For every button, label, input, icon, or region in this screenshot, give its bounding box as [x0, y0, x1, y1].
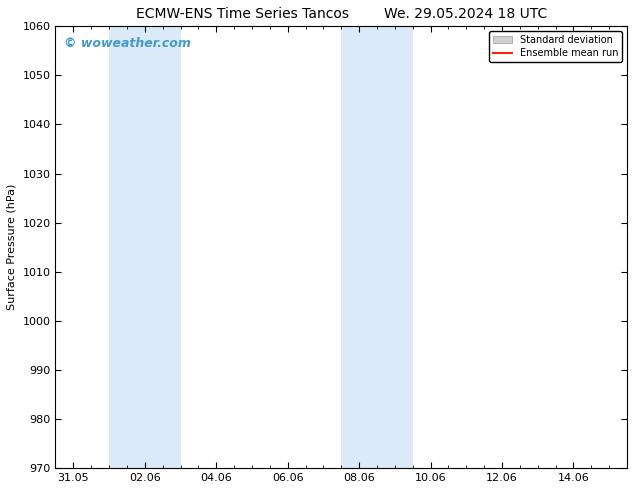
Legend: Standard deviation, Ensemble mean run: Standard deviation, Ensemble mean run — [489, 31, 622, 62]
Title: ECMW-ENS Time Series Tancos        We. 29.05.2024 18 UTC: ECMW-ENS Time Series Tancos We. 29.05.20… — [136, 7, 547, 21]
Text: © woweather.com: © woweather.com — [64, 37, 191, 50]
Bar — [109, 26, 181, 468]
Y-axis label: Surface Pressure (hPa): Surface Pressure (hPa) — [7, 184, 17, 311]
Bar — [341, 26, 413, 468]
